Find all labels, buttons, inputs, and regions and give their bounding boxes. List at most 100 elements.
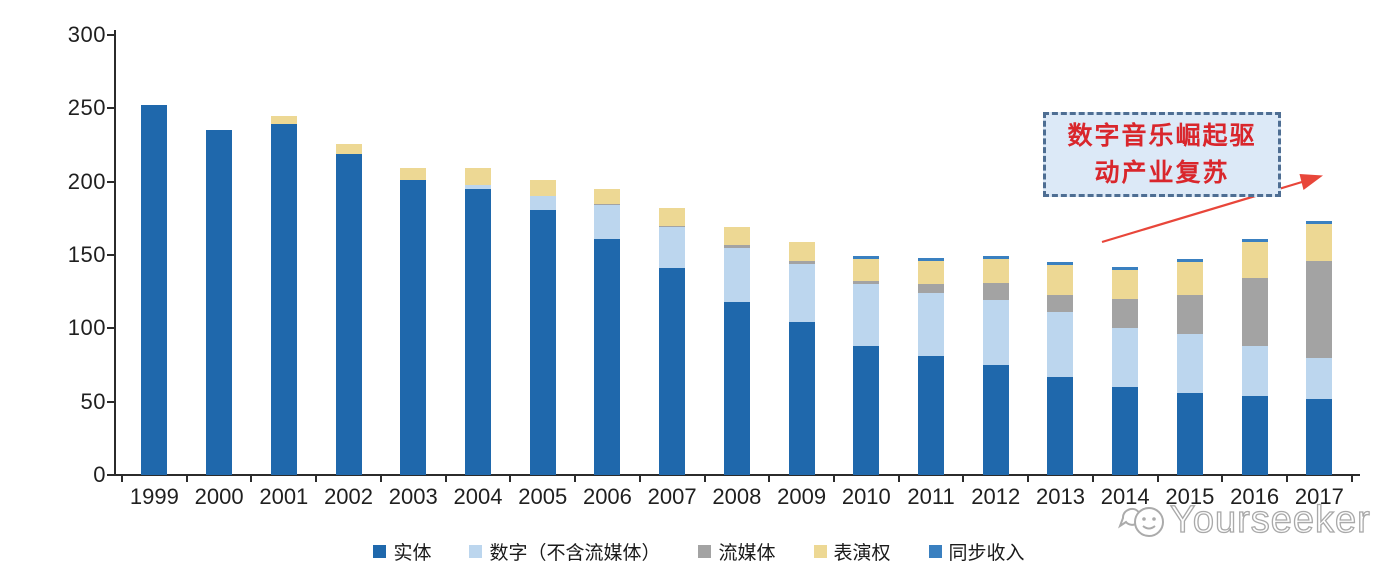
bar-segment-digital-ex-streaming-2015 [1176,334,1203,393]
bar-segment-digital-ex-streaming-2014 [1112,328,1139,387]
x-axis-tick [832,475,835,482]
x-axis-label-2013: 2013 [1035,484,1085,509]
y-axis-label: 300 [67,22,106,47]
bar-segment-digital-ex-streaming-2010 [853,284,880,346]
x-axis-label-2001: 2001 [259,484,309,509]
x-axis-tick [1286,475,1288,482]
bar-segment-streaming-2006 [594,203,621,206]
bar-segment-performance-rights-2009 [788,241,815,261]
bar-segment-digital-ex-streaming-2011 [918,293,945,357]
bar-segment-sync-revenue-2015 [1176,259,1203,263]
legend-item-digital-ex-streaming: 数字（不含流媒体） [469,538,660,565]
y-axis-label: 250 [67,95,106,121]
x-axis-label-2006: 2006 [582,484,632,509]
x-axis-tick [185,475,188,482]
x-axis-tick [1027,475,1030,482]
x-axis-label-2002: 2002 [324,484,374,509]
y-axis-tick [107,474,115,476]
bar-segment-digital-ex-streaming-2008 [723,247,750,302]
y-axis-tick [107,327,115,330]
x-axis-label-2012: 2012 [971,484,1021,509]
yourseeker-logo-icon [1118,507,1164,537]
x-axis-tick [315,475,318,482]
x-axis-tick [962,475,965,482]
bar-segment-performance-rights-2005 [529,180,556,197]
x-axis-tick [1091,475,1094,482]
bar-segment-digital-ex-streaming-2009 [788,263,815,323]
bar-segment-performance-rights-2007 [659,208,686,226]
y-axis-tick [107,34,115,36]
legend-swatch-performance-rights [813,545,827,558]
legend-label-performance-rights: 表演权 [833,543,891,564]
bar-segment-sync-revenue-2013 [1047,262,1074,266]
bar-segment-streaming-2015 [1176,294,1203,335]
legend-label-digital-ex-streaming: 数字（不含流媒体） [489,543,661,564]
x-axis-tick [379,475,382,482]
bar-segment-streaming-2007 [659,225,686,228]
legend-item-sync-revenue: 同步收入 [928,538,1025,565]
bar-segment-sync-revenue-2017 [1306,221,1333,225]
x-axis-tick [444,475,447,482]
chart-legend: 实体 数字（不含流媒体） 流媒体 表演权 同步收入 [0,538,1398,565]
x-axis-tick [1221,475,1224,482]
bar-segment-performance-rights-2002 [335,143,362,154]
bar-segment-physical-2009 [788,322,815,475]
x-axis-tick [574,475,577,482]
bar-segment-digital-ex-streaming-2012 [982,300,1009,365]
x-axis-tick [1350,475,1353,482]
x-axis-label-2009: 2009 [777,484,827,509]
x-axis-tick [638,475,641,482]
watermark-text: Yourseeker [1169,498,1371,541]
bar-segment-sync-revenue-2016 [1241,238,1268,242]
legend-swatch-physical [373,545,387,558]
x-axis-label-2014: 2014 [1100,484,1150,509]
x-axis-tick [121,475,124,482]
bar-segment-streaming-2009 [788,260,815,264]
bar-segment-performance-rights-2008 [723,227,750,245]
bar-segment-digital-ex-streaming-2006 [594,205,621,239]
watermark: Yourseeker [1118,496,1371,544]
x-axis-tick [768,475,771,482]
bar-segment-performance-rights-2013 [1047,265,1074,295]
y-axis-line [114,30,116,476]
bar-segment-performance-rights-2014 [1112,269,1139,299]
y-axis-tick [107,107,115,110]
y-axis-label: 50 [80,388,106,414]
bar-segment-physical-2005 [529,209,556,475]
x-axis-label-2005: 2005 [518,484,568,509]
bar-segment-performance-rights-2012 [982,259,1009,283]
y-axis-label: 100 [67,315,106,341]
bar-segment-streaming-2012 [982,282,1009,301]
y-axis-tick [107,180,115,183]
y-axis-label: 0 [93,462,106,487]
bar-segment-streaming-2017 [1306,260,1333,358]
x-axis-tick [897,475,900,482]
bar-segment-performance-rights-2015 [1176,262,1203,295]
bar-segment-streaming-2014 [1112,299,1139,329]
legend-item-streaming: 流媒体 [698,538,776,565]
bar-segment-physical-2001 [270,124,297,475]
x-axis-label-2003: 2003 [388,484,438,509]
bar-segment-streaming-2011 [918,284,945,294]
bar-segment-performance-rights-2004 [465,168,491,185]
legend-item-performance-rights: 表演权 [813,538,891,565]
bar-segment-performance-rights-2011 [918,260,945,285]
legend-label-physical: 实体 [393,543,432,564]
annotation-callout: 数字音乐崛起驱 动产业复苏 [1043,112,1281,197]
x-axis-label-2008: 2008 [712,484,762,509]
bar-segment-physical-2014 [1112,387,1139,475]
legend-item-physical: 实体 [373,538,431,565]
bar-segment-digital-ex-streaming-2013 [1047,312,1074,377]
bar-segment-physical-2012 [982,365,1009,475]
bar-segment-sync-revenue-2012 [982,256,1009,260]
bar-segment-physical-2010 [853,345,880,475]
bar-segment-sync-revenue-2014 [1112,266,1139,270]
x-axis-label-1999: 1999 [129,484,179,509]
bar-segment-digital-ex-streaming-2007 [659,227,686,269]
x-axis-label-2000: 2000 [194,484,244,509]
legend-swatch-sync-revenue [928,545,942,558]
y-axis-label: 200 [67,168,106,194]
bar-segment-physical-1999 [141,105,168,475]
bar-segment-physical-2003 [400,180,427,475]
